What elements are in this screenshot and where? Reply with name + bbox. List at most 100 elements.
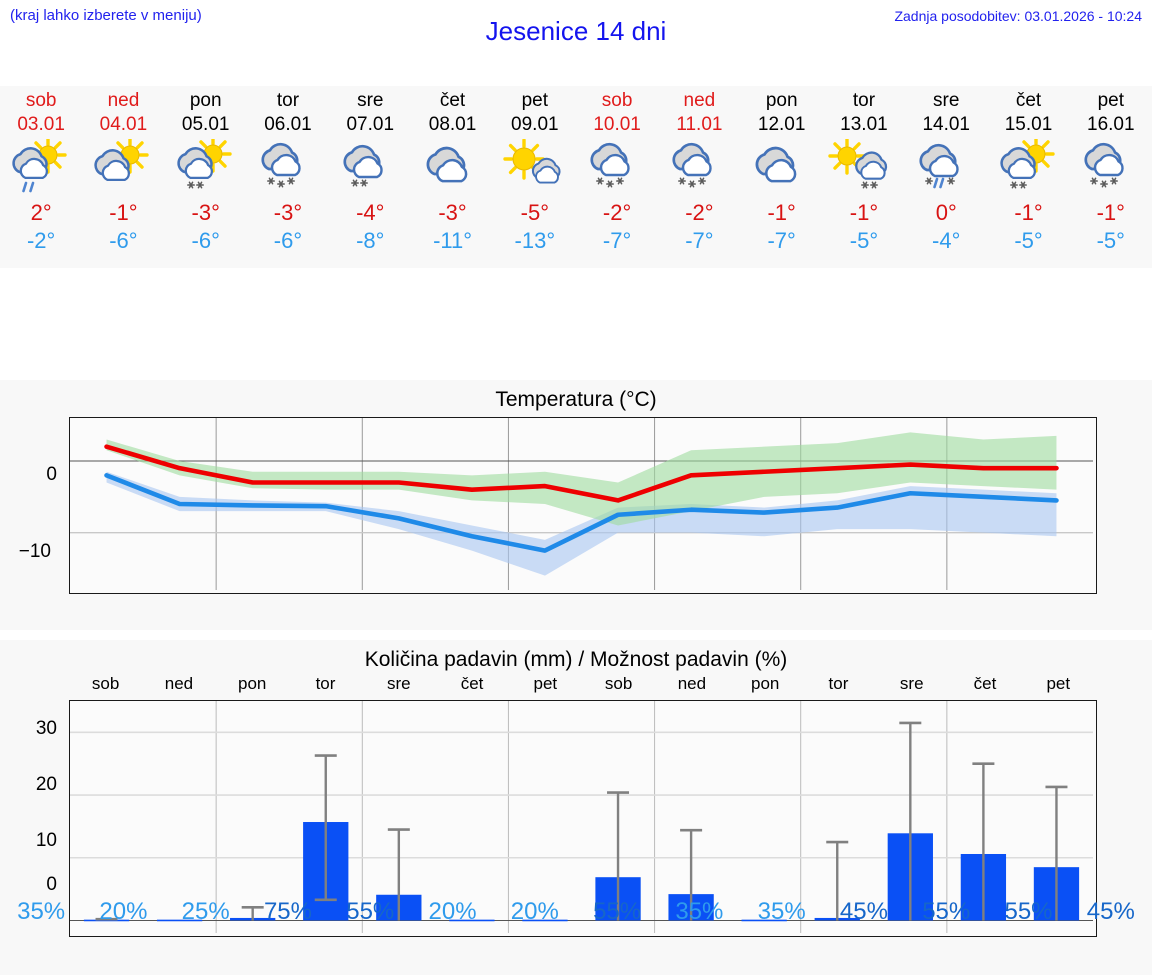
precipitation-day-label: sob	[91, 674, 120, 693]
precipitation-day-label: pon	[750, 674, 780, 693]
precipitation-probability-label: 55%	[922, 898, 971, 925]
day-max-temp: -1°	[1014, 200, 1043, 225]
precipitation-percent-row: 35% 20% 25% 75% 55% 20% 20% 55% 35% 35% 45% 55% 55% 4…	[0, 898, 1152, 938]
sun-cloud-snow-icon	[992, 139, 1066, 197]
precipitation-day-label: čet	[973, 674, 997, 693]
cloud-icon	[416, 139, 490, 197]
day-column[interactable]: tor 06.01 -3° -6°	[247, 86, 329, 268]
day-min-temp: -13°	[514, 228, 556, 253]
sun-cloud-snow-icon	[169, 139, 243, 197]
last-updated-text: Zadnja posodobitev: 03.01.2026 - 10:24	[894, 8, 1142, 24]
page-title: Jesenice 14 dni	[485, 16, 667, 46]
day-date: 05.01	[181, 114, 230, 135]
page-header: (kraj lahko izberete v meniju) Jesenice …	[0, 0, 1152, 58]
precipitation-probability-label: 35%	[17, 898, 66, 925]
day-min-temp: -6°	[273, 228, 303, 253]
day-min-temp: -5°	[849, 228, 879, 253]
precipitation-probability-label: 25%	[181, 898, 230, 925]
day-of-week: ned	[683, 90, 716, 111]
day-date: 07.01	[346, 114, 395, 135]
day-min-temp: -7°	[767, 228, 796, 253]
precipitation-probability-label: 20%	[99, 898, 148, 925]
day-of-week: čet	[439, 90, 466, 111]
day-date: 13.01	[840, 114, 888, 135]
daily-forecast-strip: sob 03.01 2° -2° ned 04.01 -1° -6° pon 05.01 -3…	[0, 86, 1152, 268]
precipitation-probability-label: 45%	[1086, 898, 1135, 925]
day-column[interactable]: sre 14.01 0° -4°	[905, 86, 987, 268]
day-of-week: sob	[25, 90, 57, 111]
day-column[interactable]: čet 08.01 -3° -11°	[411, 86, 493, 268]
day-column[interactable]: tor 13.01 -1° -5°	[823, 86, 905, 268]
cloud-snow-heavy-icon	[251, 139, 325, 197]
day-of-week: čet	[1015, 90, 1042, 111]
day-date: 08.01	[428, 114, 477, 135]
day-min-temp: -11°	[433, 228, 473, 253]
day-column[interactable]: ned 04.01 -1° -6°	[82, 86, 164, 268]
day-of-week: pon	[189, 90, 222, 111]
cloud-icon	[745, 139, 819, 197]
day-max-temp: -5°	[520, 200, 549, 225]
cloud-snow-heavy-icon	[1074, 139, 1148, 197]
day-of-week: pet	[1097, 90, 1124, 111]
day-date: 04.01	[99, 114, 148, 135]
precipitation-day-label: sre	[899, 674, 924, 693]
day-min-temp: -4°	[932, 228, 961, 253]
day-max-temp: -2°	[602, 200, 632, 225]
precipitation-day-label: čet	[460, 674, 484, 693]
precipitation-day-label: pon	[238, 674, 267, 693]
day-max-temp: -1°	[109, 200, 138, 225]
cloud-snow-heavy-icon	[580, 139, 654, 197]
sun-cloud-small-icon	[498, 139, 572, 197]
day-max-temp: -1°	[1096, 200, 1125, 225]
day-max-temp: -3°	[273, 200, 303, 225]
prec-y-tick-20: 20	[35, 774, 57, 795]
sun-cloud-snow-right-icon	[827, 139, 901, 197]
precipitation-probability-label: 45%	[839, 898, 888, 925]
precipitation-day-label: tor	[828, 674, 849, 693]
day-column[interactable]: pet 09.01 -5° -13°	[494, 86, 576, 268]
day-date: 15.01	[1004, 114, 1053, 135]
day-max-temp: 2°	[30, 200, 52, 225]
day-max-temp: -2°	[685, 200, 714, 225]
day-column[interactable]: pet 16.01 -1° -5°	[1070, 86, 1152, 268]
day-max-temp: -1°	[767, 200, 796, 225]
precipitation-probability-label: 20%	[510, 898, 559, 925]
cloud-snow-icon	[333, 139, 407, 197]
day-column[interactable]: sob 03.01 2° -2°	[0, 86, 82, 268]
day-of-week: sre	[357, 90, 384, 111]
temperature-series-svg	[70, 418, 1093, 590]
prec-y-tick-0: 0	[46, 874, 57, 895]
day-min-temp: -6°	[191, 228, 220, 253]
day-of-week: sre	[933, 90, 960, 111]
day-column[interactable]: sre 07.01 -4° -8°	[329, 86, 411, 268]
temperature-chart-panel: Temperatura (°C) 0 −10 © vreme.us & vrem…	[0, 380, 1152, 865]
prec-y-tick-30: 30	[35, 718, 57, 739]
day-max-temp: 0°	[935, 200, 957, 225]
day-date: 11.01	[676, 114, 723, 135]
day-of-week: tor	[276, 90, 300, 111]
precipitation-probability-label: 55%	[346, 898, 395, 925]
precipitation-day-label: pet	[1046, 674, 1071, 693]
day-min-temp: -8°	[356, 228, 385, 253]
sun-cloud-icon	[86, 139, 160, 197]
precipitation-probability-label: 35%	[675, 898, 724, 925]
day-min-temp: -7°	[685, 228, 714, 253]
precipitation-probability-label: 75%	[263, 898, 312, 925]
day-column[interactable]: ned 11.01 -2° -7°	[658, 86, 740, 268]
precipitation-day-label: ned	[677, 674, 707, 693]
temperature-plot-area	[69, 417, 1097, 594]
day-of-week: pon	[765, 90, 798, 111]
day-of-week: tor	[852, 90, 876, 111]
precipitation-day-label: sob	[604, 674, 633, 693]
precipitation-bars-svg	[70, 701, 1093, 933]
day-column[interactable]: sob 10.01 -2° -7°	[576, 86, 658, 268]
day-date: 06.01	[264, 114, 312, 135]
day-column[interactable]: pon 12.01 -1° -7°	[741, 86, 823, 268]
day-date: 16.01	[1087, 114, 1135, 135]
precipitation-day-label: ned	[164, 674, 194, 693]
sun-cloud-rain-icon	[4, 139, 78, 197]
day-column[interactable]: pon 05.01 -3° -6°	[165, 86, 247, 268]
day-column[interactable]: čet 15.01 -1° -5°	[987, 86, 1069, 268]
day-max-temp: -3°	[438, 200, 467, 225]
